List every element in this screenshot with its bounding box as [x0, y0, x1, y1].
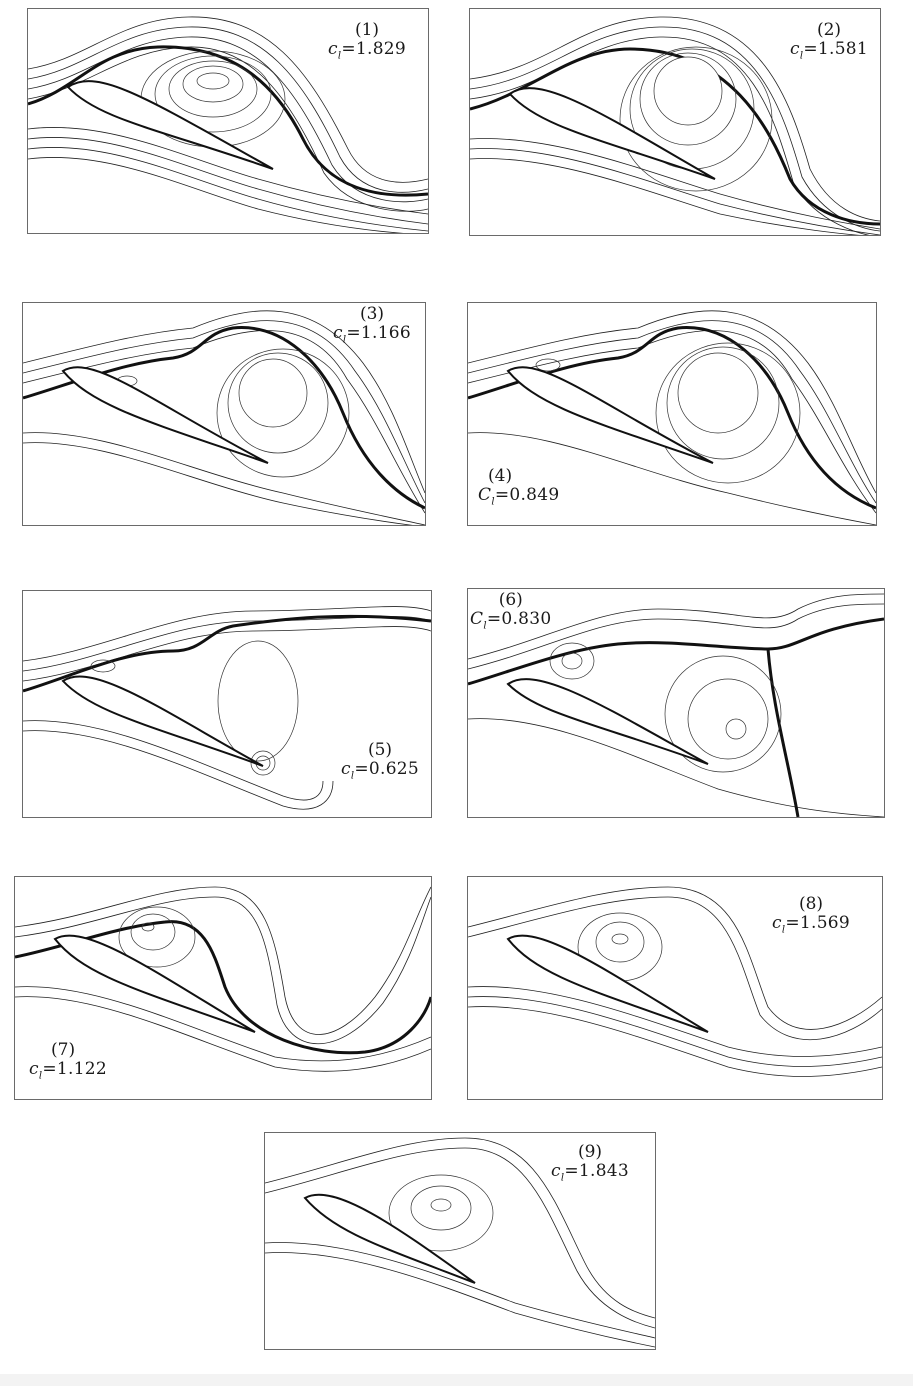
lift-coefficient: cl=1.122 [29, 1059, 108, 1082]
flow-field-plot [468, 593, 884, 817]
streamline-panel-8: (8) cl=1.569 [467, 876, 883, 1100]
lift-coefficient: cl=1.843 [551, 1161, 630, 1184]
lift-coefficient: cl=1.581 [790, 39, 869, 62]
streamline-panel-1: (1) cl=1.829 [27, 8, 429, 234]
flow-field-plot [23, 606, 431, 810]
panel-3-label: (3) cl=1.166 [333, 305, 411, 349]
panel-number: (9) [577, 1142, 603, 1162]
flow-field-plot [15, 886, 431, 1072]
panel-9-label: (9) cl=1.843 [551, 1143, 629, 1187]
streamline-panel-9: (9) cl=1.843 [264, 1132, 656, 1350]
lift-coefficient: cl=1.569 [772, 913, 851, 936]
panel-7-label: (7) cl=1.122 [29, 1041, 107, 1085]
flow-field-plot [23, 310, 425, 525]
panel-number: (4) [488, 466, 513, 486]
lift-coefficient: Cl=0.830 [470, 609, 552, 632]
panel-number: (2) [816, 20, 842, 40]
flow-field-plot [28, 16, 428, 233]
streamline-panel-4: (4) Cl=0.849 [467, 302, 877, 526]
streamline-panel-5: (5) cl=0.625 [22, 590, 432, 818]
panel-number: (3) [359, 304, 385, 324]
flow-field-plot [468, 310, 876, 525]
flow-field-plot [470, 16, 880, 235]
lift-coefficient: Cl=0.849 [478, 485, 560, 508]
panel-2-label: (2) cl=1.581 [790, 21, 868, 65]
flow-field-plot [468, 886, 882, 1077]
panel-number: (6) [498, 590, 523, 610]
panel-number: (5) [367, 740, 393, 760]
page-bottom-strip [0, 1374, 913, 1386]
streamline-panel-2: (2) cl=1.581 [469, 8, 881, 236]
streamline-panel-6: (6) Cl=0.830 [467, 588, 885, 818]
streamline-panel-3: (3) cl=1.166 [22, 302, 426, 526]
panel-number: (7) [51, 1040, 76, 1060]
panel-number: (8) [798, 894, 824, 914]
flow-field-plot [265, 1137, 655, 1348]
streamline-panel-7: (7) cl=1.122 [14, 876, 432, 1100]
panel-5-label: (5) cl=0.625 [341, 741, 419, 785]
lift-coefficient: cl=1.166 [333, 323, 412, 346]
panel-number: (1) [354, 20, 380, 40]
panel-6-label: (6) Cl=0.830 [470, 591, 552, 635]
panel-1-label: (1) cl=1.829 [328, 21, 406, 65]
panel-8-label: (8) cl=1.569 [772, 895, 850, 939]
lift-coefficient: cl=1.829 [328, 39, 407, 62]
panel-4-label: (4) Cl=0.849 [478, 467, 560, 511]
lift-coefficient: cl=0.625 [341, 759, 420, 782]
